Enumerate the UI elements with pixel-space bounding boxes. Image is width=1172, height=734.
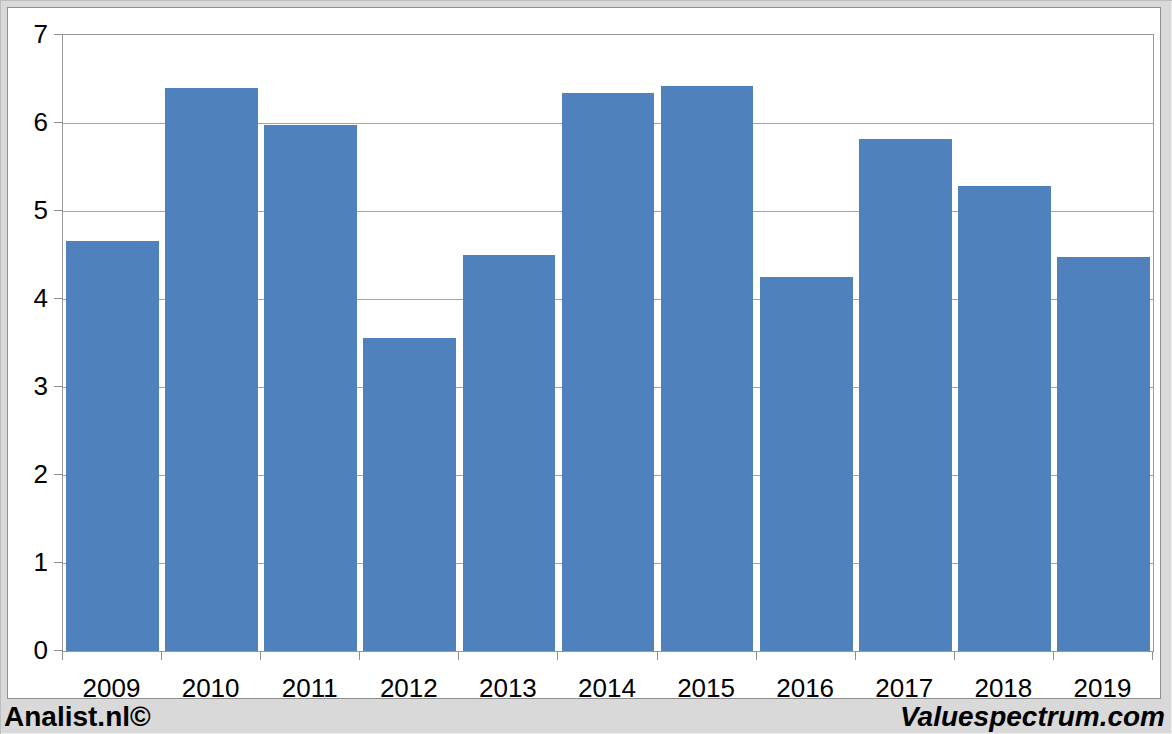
- x-axis-tick-label: 2014: [557, 672, 656, 704]
- bar: [661, 86, 754, 651]
- x-axis-tick: [458, 651, 459, 660]
- x-axis-tick: [161, 651, 162, 660]
- y-axis-tick: [54, 386, 63, 387]
- bar: [363, 338, 456, 651]
- x-axis-tick-label: 2011: [260, 672, 359, 704]
- x-axis-tick: [1053, 651, 1054, 660]
- x-axis-tick-label: 2010: [161, 672, 260, 704]
- x-axis-tick-label: 2013: [458, 672, 557, 704]
- y-axis-tick: [54, 298, 63, 299]
- plot-area: [62, 34, 1154, 652]
- x-axis-tick: [756, 651, 757, 660]
- footer-left-brand: Analist.nl©: [4, 701, 151, 733]
- page-background: 0 1 2 3 4 5 6 7 20092010201120122013201420152016…: [0, 0, 1172, 734]
- x-axis-tick-label: 2012: [359, 672, 458, 704]
- x-axis-tick: [855, 651, 856, 660]
- y-axis-tick-label: 2: [8, 459, 48, 489]
- bar: [165, 88, 258, 651]
- bar: [264, 125, 357, 651]
- bar: [66, 241, 159, 651]
- chart-panel: 0123456720092010201120122013201420152016…: [7, 7, 1161, 699]
- x-axis-tick: [359, 651, 360, 660]
- x-axis-tick: [657, 651, 658, 660]
- x-axis-tick-label: 2009: [62, 672, 161, 704]
- x-axis-tick: [557, 651, 558, 660]
- x-axis-tick-label: 2019: [1053, 672, 1152, 704]
- bar: [958, 186, 1051, 651]
- x-axis-tick: [954, 651, 955, 660]
- y-axis-tick-label: 6: [8, 107, 48, 137]
- y-axis-tick-label: 7: [8, 19, 48, 49]
- y-axis-tick-label: 4: [8, 283, 48, 313]
- y-axis-tick: [54, 562, 63, 563]
- x-axis-tick-label: 2017: [855, 672, 954, 704]
- bar: [463, 255, 556, 651]
- x-axis-tick-label: 2018: [954, 672, 1053, 704]
- x-axis-tick: [260, 651, 261, 660]
- x-axis-tick: [62, 651, 63, 660]
- y-axis-tick: [54, 474, 63, 475]
- y-axis-tick: [54, 210, 63, 211]
- y-axis-tick-label: 5: [8, 195, 48, 225]
- y-axis-tick: [54, 34, 63, 35]
- y-axis-tick: [54, 122, 63, 123]
- bar: [1057, 257, 1150, 651]
- x-axis-tick: [1152, 651, 1153, 660]
- y-axis-tick-label: 1: [8, 547, 48, 577]
- bar: [562, 93, 655, 651]
- bar: [859, 139, 952, 651]
- x-axis-tick-label: 2015: [657, 672, 756, 704]
- y-axis-tick-label: 0: [8, 635, 48, 665]
- y-axis-tick-label: 3: [8, 371, 48, 401]
- footer-right-brand: Valuespectrum.com: [900, 701, 1165, 733]
- x-axis-tick-label: 2016: [756, 672, 855, 704]
- bar: [760, 277, 853, 651]
